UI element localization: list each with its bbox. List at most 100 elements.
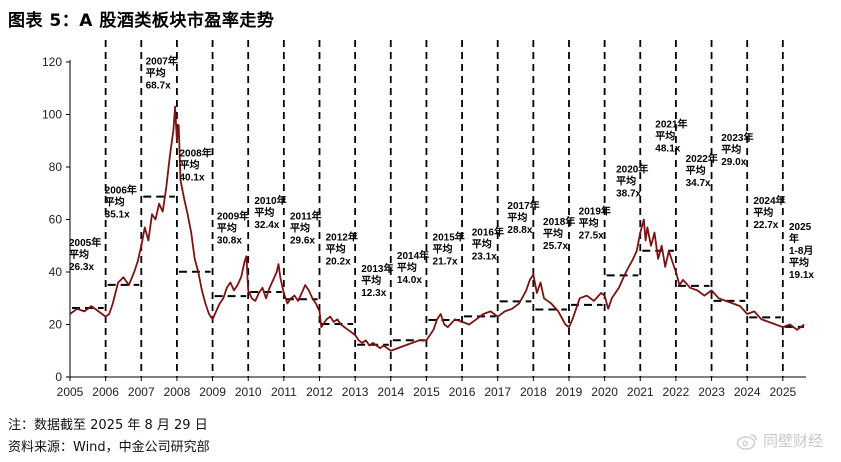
avg-label-2013: 2013年平均 12.3x — [361, 262, 393, 299]
avg-label-line: 平均 — [69, 248, 89, 261]
y-tick-label: 0 — [55, 370, 62, 384]
avg-label-line: 22.7x — [753, 220, 778, 231]
source-note: 资料来源：Wind，中金公司研究部 — [8, 440, 210, 455]
avg-label-line: 2013年 — [361, 262, 393, 275]
y-tick-label: 120 — [42, 55, 62, 69]
x-tick-label: 2009 — [199, 385, 226, 399]
avg-label-line: 2023年 — [721, 131, 753, 144]
avg-label-line: 2021年 — [655, 118, 687, 131]
y-tick-label: 60 — [49, 213, 63, 227]
avg-label-line: 平均 — [397, 261, 417, 274]
avg-label-line: 平均 — [217, 222, 237, 235]
avg-label-line: 48.1x — [655, 144, 680, 155]
avg-label-line: 2024年 — [753, 194, 785, 207]
avg-label-2016: 2016年平均 23.1x — [472, 225, 504, 262]
avg-label-line: 38.7x — [616, 188, 641, 199]
avg-label-line: 30.8x — [217, 236, 242, 247]
watermark-text: 同壁财经 — [762, 432, 823, 450]
avg-label-line: 2012年 — [326, 231, 358, 244]
avg-label-line: 2020年 — [616, 162, 648, 175]
x-tick-label: 2021 — [627, 385, 654, 399]
avg-label-line: 平均 — [361, 274, 381, 287]
y-tick-label: 80 — [49, 160, 63, 174]
avg-label-line: 平均 — [655, 130, 675, 143]
avg-label-2017: 2017年平均 28.8x — [507, 199, 539, 236]
avg-label-2010: 2010年平均 32.4x — [254, 194, 286, 231]
avg-label-line: 平均 — [433, 243, 453, 256]
avg-label-line: 12.3x — [361, 288, 386, 299]
avg-label-line: 平均 — [326, 243, 346, 256]
x-tick-label: 2012 — [306, 385, 333, 399]
x-tick-label: 2018 — [520, 385, 547, 399]
x-tick-label: 2008 — [164, 385, 191, 399]
avg-label-line: 平均 — [507, 211, 527, 224]
x-tick-label: 2016 — [449, 385, 476, 399]
avg-label-2015: 2015年平均 21.7x — [433, 231, 465, 268]
footnote: 注：数据截至 2025 年 8 月 29 日 — [8, 418, 208, 433]
avg-label-line: 1-8月 — [789, 245, 813, 257]
pe-series-line — [69, 105, 805, 352]
avg-label-line: 平均 — [146, 67, 166, 80]
avg-label-2008: 2008年平均 40.1x — [179, 147, 211, 184]
avg-label-line: 2016年 — [472, 225, 504, 238]
avg-label-2021: 2021年平均 48.1x — [655, 118, 687, 155]
x-tick-label: 2015 — [413, 385, 440, 399]
avg-label-2014: 2014年平均 14.0x — [397, 249, 429, 286]
avg-label-line: 35.1x — [105, 209, 130, 220]
x-tick-label: 2014 — [377, 385, 404, 399]
avg-label-line: 2005年 — [69, 236, 101, 249]
avg-label-line: 32.4x — [254, 220, 279, 231]
x-tick-label: 2010 — [235, 385, 262, 399]
avg-label-line: 26.3x — [69, 262, 94, 273]
avg-label-2019: 2019年平均 27.5x — [579, 204, 611, 241]
avg-label-line: 28.8x — [507, 225, 532, 236]
x-tick-label: 2022 — [663, 385, 690, 399]
avg-label-2007: 2007年平均 68.7x — [146, 55, 178, 92]
y-tick-label: 20 — [49, 318, 63, 332]
avg-label-line: 25.7x — [543, 241, 568, 252]
avg-label-line: 20.2x — [326, 257, 351, 268]
avg-label-line: 平均 — [290, 222, 310, 235]
avg-label-line: 平均 — [753, 206, 773, 219]
x-tick-label: 2019 — [556, 385, 583, 399]
avg-label-2024: 2024年平均 22.7x — [753, 194, 785, 231]
avg-label-2020: 2020年平均 38.7x — [616, 162, 648, 199]
x-tick-label: 2013 — [342, 385, 369, 399]
avg-label-line: 40.1x — [179, 173, 204, 184]
avg-label-line: 平均 — [579, 216, 599, 229]
avg-label-2018: 2018年平均 25.7x — [543, 215, 575, 252]
avg-label-2011: 2011年平均 29.6x — [290, 210, 322, 247]
avg-label-line: 2014年 — [397, 249, 429, 262]
avg-label-line: 29.6x — [290, 236, 315, 247]
avg-label-line: 平均 — [721, 143, 741, 156]
avg-label-line: 2008年 — [179, 147, 211, 160]
avg-label-line: 2025 — [789, 222, 812, 233]
avg-label-2006: 2006年平均 35.1x — [105, 183, 137, 220]
avg-label-line: 19.1x — [789, 270, 814, 281]
y-tick-label: 40 — [49, 265, 63, 279]
x-tick-label: 2005 — [57, 385, 84, 399]
x-tick-label: 2017 — [484, 385, 511, 399]
avg-label-line: 2018年 — [543, 215, 575, 228]
x-tick-label: 2025 — [769, 385, 796, 399]
avg-label-line: 34.7x — [686, 178, 711, 189]
x-tick-label: 2024 — [734, 385, 761, 399]
avg-label-line: 2017年 — [507, 199, 539, 212]
x-tick-label: 2007 — [128, 385, 155, 399]
avg-label-line: 21.7x — [433, 257, 458, 268]
avg-label-line: 2011年 — [290, 210, 322, 223]
x-tick-label: 2020 — [591, 385, 618, 399]
avg-label-line: 2010年 — [254, 194, 286, 207]
avg-label-line: 2022年 — [686, 152, 718, 165]
figure-title: 图表 5：A 股酒类板块市盈率走势 — [8, 11, 275, 31]
avg-label-line: 2006年 — [105, 183, 137, 196]
avg-label-line: 平均 — [179, 159, 199, 172]
avg-label-2025: 2025 年 1-8月平均 19.1x — [789, 222, 814, 281]
avg-label-line: 平均 — [686, 164, 706, 177]
avg-label-line: 29.0x — [721, 157, 746, 168]
avg-label-line: 平均 — [616, 174, 636, 187]
weibo-icon — [736, 433, 757, 450]
avg-label-line: 平均 — [254, 206, 274, 219]
